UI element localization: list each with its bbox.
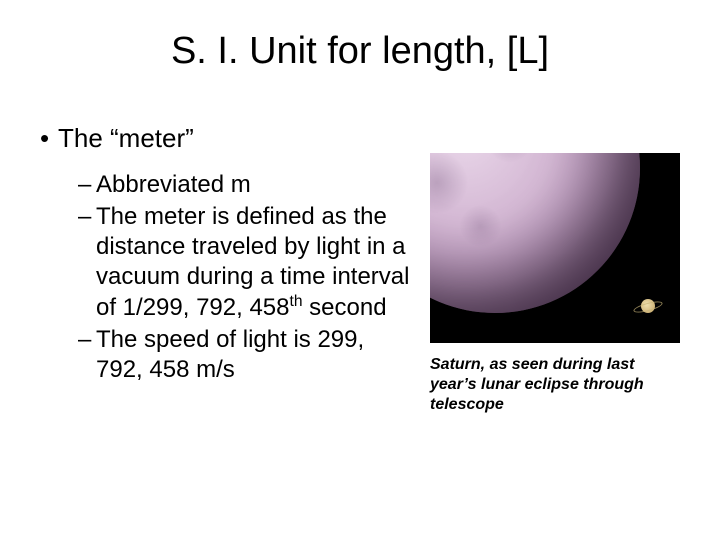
text-column: The “meter” Abbreviated m The meter is d… bbox=[40, 123, 410, 415]
slide-title: S. I. Unit for length, [L] bbox=[40, 30, 680, 73]
saturn-icon bbox=[641, 299, 655, 313]
superscript: th bbox=[290, 293, 303, 310]
moon-icon bbox=[430, 153, 640, 313]
sub-item: Abbreviated m bbox=[78, 170, 410, 200]
slide: S. I. Unit for length, [L] The “meter” A… bbox=[0, 0, 720, 540]
image-column: Saturn, as seen during last year’s lunar… bbox=[430, 153, 680, 415]
sub-list: Abbreviated m The meter is defined as th… bbox=[40, 170, 410, 385]
main-bullet: The “meter” bbox=[40, 123, 410, 154]
image-caption: Saturn, as seen during last year’s lunar… bbox=[430, 355, 680, 415]
eclipse-image bbox=[430, 153, 680, 343]
content-row: The “meter” Abbreviated m The meter is d… bbox=[40, 123, 680, 415]
sub-item-text: second bbox=[303, 294, 387, 321]
sub-item: The meter is defined as the distance tra… bbox=[78, 202, 410, 323]
sub-item: The speed of light is 299, 792, 458 m/s bbox=[78, 325, 410, 385]
